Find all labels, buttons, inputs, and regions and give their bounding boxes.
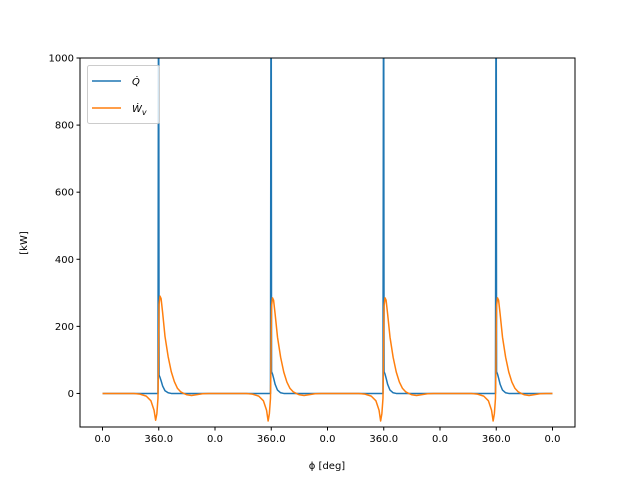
legend-label-wv-sub: v [142,108,147,117]
y-axis-label: [kW] [19,231,30,255]
legend-label-q: Q̇ [132,75,140,88]
x-tick-label: 0.0 [207,434,223,445]
series-line-wv [102,295,553,422]
y-tick-label: 400 [55,255,74,266]
legend-label-wv-main: Ẇ [132,102,143,115]
y-tick-label: 1000 [49,54,74,65]
x-tick-label: 0.0 [320,434,336,445]
x-tick-label: 360.0 [369,434,398,445]
y-tick-label: 200 [55,322,74,333]
x-tick-label: 360.0 [144,434,173,445]
y-tick-label: 600 [55,188,74,199]
y-tick-label: 800 [55,121,74,132]
legend: Q̇ Ẇv [87,65,160,124]
legend-frame [87,65,160,124]
x-tick-label: 0.0 [545,434,561,445]
y-tick-label: 0 [68,389,74,400]
x-tick-label: 0.0 [95,434,111,445]
legend-label-wv: Ẇv [132,102,147,117]
x-tick-label: 0.0 [432,434,448,445]
x-axis: 0.0 360.0 0.0 360.0 0.0 360.0 0.0 360.0 0.0 [95,427,561,445]
x-axis-label: ϕ [deg] [309,461,346,472]
x-tick-label: 360.0 [257,434,286,445]
x-tick-label: 360.0 [482,434,511,445]
series-layer [102,58,553,422]
y-axis: 0 200 400 600 800 1000 [49,54,80,400]
series-line-q [102,58,553,395]
